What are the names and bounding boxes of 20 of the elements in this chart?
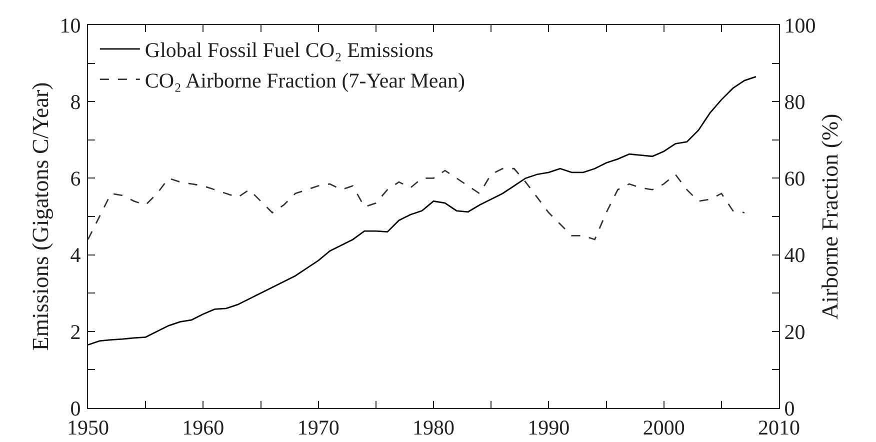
y2-tick-label: 40 [784,243,806,268]
x-tick-label: 2000 [642,415,685,440]
line-series [88,168,746,240]
y2-tick-label: 100 [784,13,816,38]
x-tick-label: 1990 [528,415,570,440]
x-tick-label: 1960 [182,415,224,440]
y-tick-label: 8 [70,90,81,114]
legend-label: Global Fossil Fuel CO₂ Emissions [144,38,434,62]
y2-tick-label: 60 [784,166,806,191]
x-tick-label: 1970 [297,415,340,440]
y2-axis-title: Airborne Fraction (%) [817,114,842,320]
y2-tick-label: 20 [784,320,806,344]
y2-tick-label: 80 [784,90,806,114]
legend-label: CO₂ Airborne Fraction (7-Year Mean) [144,68,466,92]
y-tick-label: 2 [70,320,81,344]
y-axis-title: Emissions (Gigatons C/Year) [28,82,54,351]
x-tick-label: 1980 [412,415,454,440]
y-tick-label: 6 [70,166,81,191]
y-tick-label: 10 [60,13,81,38]
y-tick-label: 4 [70,243,82,268]
